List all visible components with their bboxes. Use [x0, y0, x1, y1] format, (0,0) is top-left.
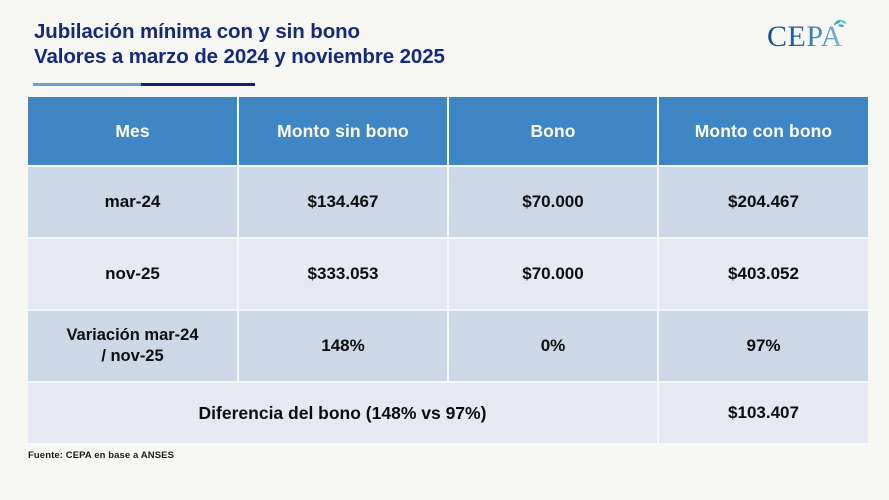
table-row: nov-25 $333.053 $70.000 $403.052 [28, 238, 868, 311]
cell-diferencia-value: $103.407 [658, 382, 868, 443]
logo-wordmark: CEPA [767, 20, 843, 53]
cell-variacion-label: Variación mar-24 / nov-25 [28, 310, 239, 383]
cell-mes-nov25: nov-25 [28, 238, 239, 311]
slide-header: Jubilación mínima con y sin bono Valores… [0, 0, 889, 96]
leaf-mark-icon [834, 19, 847, 27]
title-underline-rule [33, 83, 255, 86]
cell-bono-nov25: $70.000 [448, 238, 659, 311]
title-line-secondary: Valores a marzo de 2024 y noviembre 2025 [34, 45, 445, 68]
cell-diferencia-label: Diferencia del bono (148% vs 97%) [28, 382, 659, 443]
column-header-monto-con-bono: Monto con bono [658, 97, 868, 167]
cell-monto-con-bono-mar24: $204.467 [658, 166, 868, 239]
cell-monto-con-bono-nov25: $403.052 [658, 238, 868, 311]
table-body: mar-24 $134.467 $70.000 $204.467 nov-25 … [28, 166, 868, 443]
cell-mes-mar24: mar-24 [28, 166, 239, 239]
variacion-label-line-1: Variación mar-24 [66, 326, 199, 344]
page-title: Jubilación mínima con y sin bono Valores… [34, 19, 445, 69]
rule-segment-dark [141, 83, 255, 86]
column-header-bono: Bono [448, 97, 659, 167]
cell-variacion-monto-con-bono: 97% [658, 310, 868, 383]
cell-bono-mar24: $70.000 [448, 166, 659, 239]
source-note: Fuente: CEPA en base a ANSES [28, 450, 175, 461]
pension-table: Mes Monto sin bono Bono Monto con bono m… [28, 97, 868, 443]
table-row: mar-24 $134.467 $70.000 $204.467 [28, 166, 868, 239]
cell-variacion-monto-sin-bono: 148% [238, 310, 449, 383]
cell-monto-sin-bono-nov25: $333.053 [238, 238, 449, 311]
table-header-row: Mes Monto sin bono Bono Monto con bono [28, 97, 868, 167]
cell-variacion-bono: 0% [448, 310, 659, 383]
variacion-label-line-2: / nov-25 [101, 347, 164, 365]
title-line-primary: Jubilación mínima con y sin bono [34, 20, 360, 43]
table-summary-row: Diferencia del bono (148% vs 97%) $103.4… [28, 382, 868, 443]
table-row: Variación mar-24 / nov-25 148% 0% 97% [28, 310, 868, 383]
column-header-monto-sin-bono: Monto sin bono [238, 97, 449, 167]
rule-segment-light [33, 83, 141, 86]
cell-monto-sin-bono-mar24: $134.467 [238, 166, 449, 239]
cepa-logo: CEPA [767, 19, 863, 60]
table-header: Mes Monto sin bono Bono Monto con bono [28, 97, 868, 167]
column-header-mes: Mes [28, 97, 239, 167]
